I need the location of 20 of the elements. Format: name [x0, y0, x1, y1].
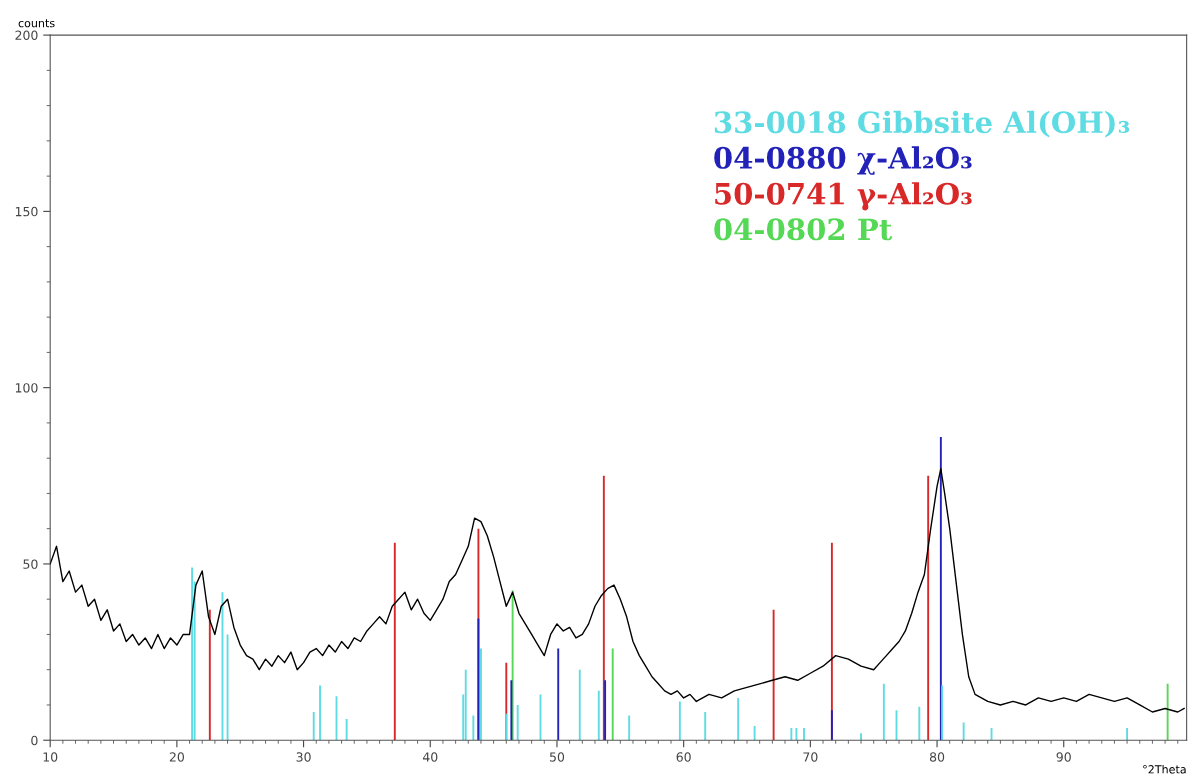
y-tick-label: 150 — [15, 206, 38, 217]
text: 04-0880 χ-Al₂O₃ — [714, 146, 972, 175]
x-axis-title: °2Theta — [1143, 764, 1186, 774]
x-tick-label: 90 — [1056, 752, 1071, 762]
y-tick-label: 200 — [15, 30, 38, 41]
text: 50-0741 γ-Al₂O₃ — [715, 182, 972, 211]
x-tick-label: 80 — [929, 752, 945, 762]
y-tick-label: 100 — [15, 383, 38, 393]
x-tick-label: 60 — [676, 752, 691, 762]
y-axis-title: counts — [18, 19, 55, 28]
y-tick-label: 50 — [23, 559, 38, 569]
x-tick-label: 10 — [43, 752, 58, 762]
x-tick-label: 70 — [803, 752, 818, 762]
text: 33-0018 Gibbsite Al(OH)₃ — [714, 110, 1130, 138]
x-tick-label: 40 — [422, 752, 438, 762]
x-tick-label: 30 — [296, 752, 311, 762]
x-tick-label: 20 — [169, 752, 185, 762]
y-tick-label: 0 — [31, 735, 38, 746]
x-tick-label: 50 — [549, 752, 565, 762]
text: 04-0802 Pt — [714, 218, 893, 241]
